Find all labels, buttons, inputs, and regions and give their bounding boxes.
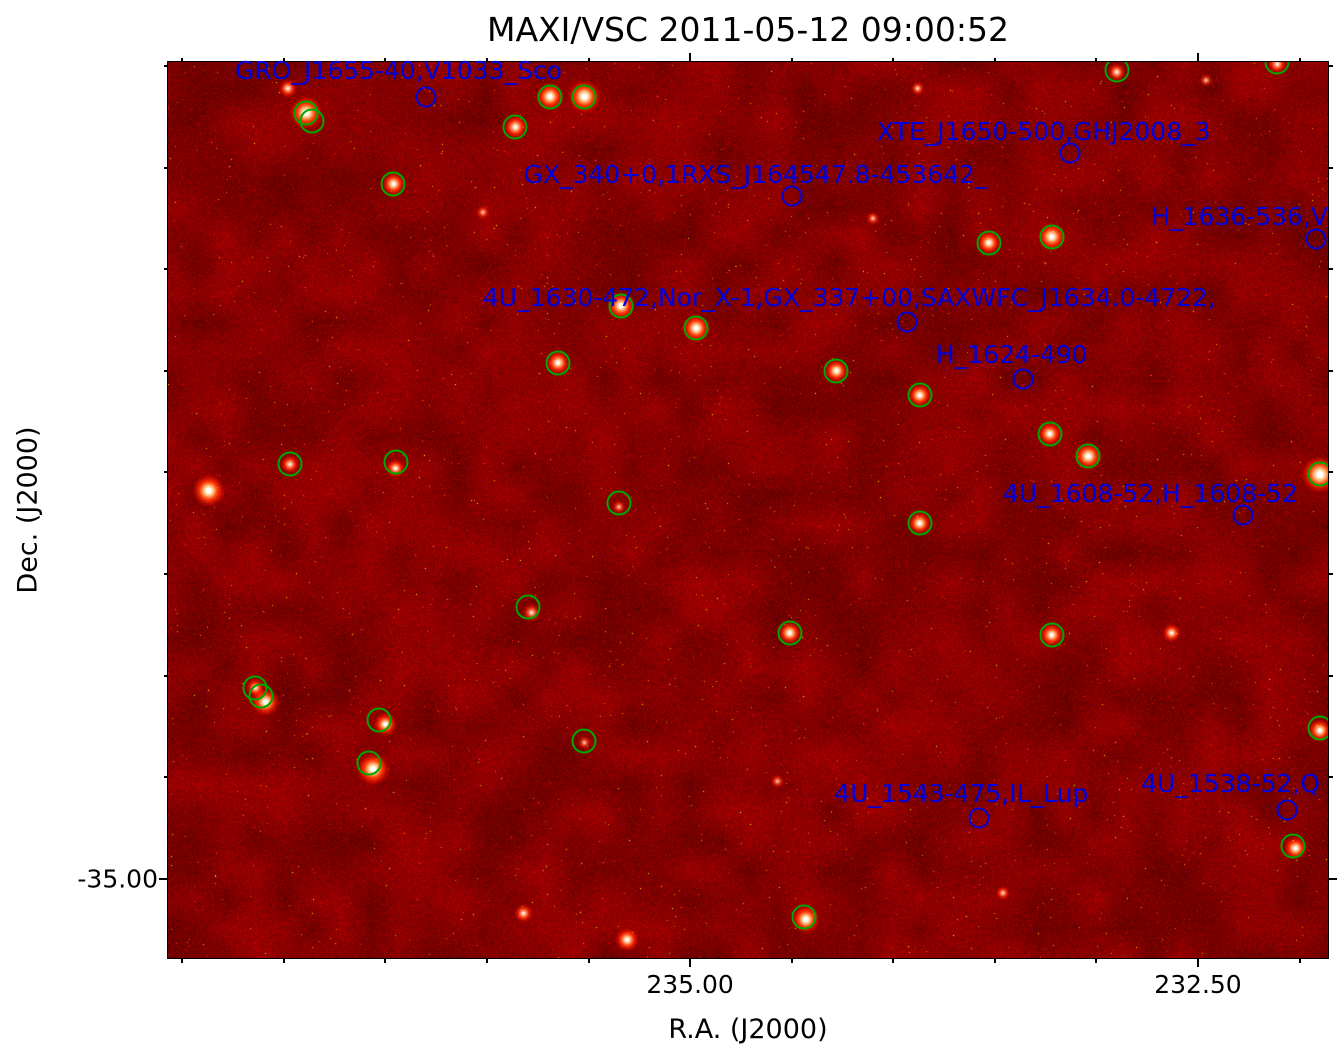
axis-tick (282, 958, 285, 963)
x-tick-label: 235.00 (646, 970, 734, 999)
axis-tick (384, 958, 387, 963)
axis-tick (1328, 369, 1333, 372)
sky-image-canvas (168, 62, 1328, 958)
axis-tick (1095, 958, 1098, 963)
axis-tick (1298, 958, 1301, 963)
x-tick-label: 232.50 (1154, 970, 1242, 999)
axis-tick (1328, 166, 1333, 169)
axis-tick (1328, 268, 1333, 271)
axis-tick (1328, 674, 1333, 677)
axis-tick (1328, 471, 1333, 474)
axis-tick (1328, 573, 1333, 575)
axis-tick (689, 53, 692, 62)
axis-tick (1328, 65, 1333, 68)
axis-tick (993, 958, 996, 963)
figure-title: MAXI/VSC 2011-05-12 09:00:52 (486, 10, 1010, 49)
y-tick-label: -35.00 (77, 864, 158, 894)
axis-tick (1328, 877, 1337, 880)
y-axis-label: Dec. (J2000) (12, 426, 44, 594)
axis-tick (587, 958, 590, 963)
axis-tick (892, 958, 895, 963)
axis-tick (1196, 53, 1199, 62)
axis-tick (159, 877, 168, 880)
axis-tick (485, 958, 488, 963)
axis-tick (790, 958, 793, 963)
plot-area (167, 61, 1329, 959)
x-axis-label: R.A. (J2000) (668, 1014, 828, 1045)
axis-tick (1196, 958, 1199, 967)
axis-tick (181, 958, 184, 963)
axis-tick (689, 958, 692, 967)
axis-tick (1328, 776, 1333, 779)
